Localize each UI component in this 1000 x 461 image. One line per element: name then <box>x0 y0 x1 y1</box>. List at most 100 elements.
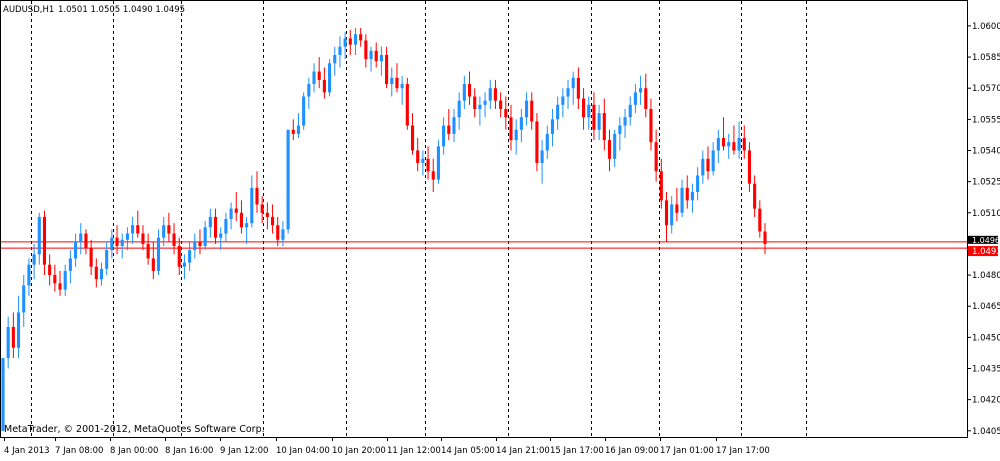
candle <box>504 96 508 130</box>
candle <box>286 129 290 234</box>
candle-body <box>550 119 555 134</box>
candle <box>94 258 98 288</box>
candle <box>338 36 342 68</box>
candle-body <box>473 96 477 109</box>
candle-body <box>42 216 47 265</box>
candle <box>6 316 10 369</box>
candle-body <box>504 108 508 118</box>
candle-body <box>556 104 560 120</box>
candle-body <box>509 117 513 141</box>
x-tick-label: 17 Jan 17:00 <box>716 446 770 456</box>
candle <box>146 233 150 265</box>
bid-price-box <box>968 246 998 257</box>
candle <box>670 196 674 234</box>
candle <box>602 98 606 151</box>
candle-body <box>582 98 586 118</box>
candle-body <box>742 138 746 151</box>
candle-body <box>343 38 347 47</box>
candle <box>302 92 306 130</box>
candle-body <box>587 104 591 118</box>
x-tick-label: 8 Jan 16:00 <box>165 446 213 456</box>
candle <box>452 108 456 143</box>
candle-body <box>426 158 430 172</box>
candle <box>628 96 632 126</box>
candle <box>364 34 368 68</box>
candle-body <box>48 264 52 276</box>
candle-body <box>385 54 389 85</box>
candle <box>696 167 700 201</box>
candle <box>136 210 140 238</box>
candle <box>333 46 337 76</box>
candle-body <box>353 34 358 45</box>
candle-body <box>628 104 632 118</box>
y-tick-label: 1.0555 <box>972 115 1000 125</box>
candle <box>540 140 544 184</box>
candle <box>514 119 518 155</box>
candle <box>255 171 259 213</box>
candle-body <box>763 231 767 244</box>
candle <box>42 210 47 276</box>
candle-body <box>659 171 663 201</box>
candle <box>48 254 52 286</box>
candle-body <box>307 84 311 97</box>
candle <box>260 196 264 224</box>
candle-body <box>530 100 534 122</box>
candle-body <box>120 239 124 246</box>
candle <box>172 223 176 255</box>
candle-body <box>721 138 726 147</box>
candle-body <box>193 241 197 251</box>
candle <box>421 150 425 176</box>
candle-body <box>732 142 736 151</box>
candle-body <box>1 358 5 431</box>
candle-body <box>416 150 420 163</box>
candle <box>322 67 326 99</box>
candle <box>167 212 171 242</box>
x-tick-label: 14 Jan 05:00 <box>441 446 495 456</box>
candle <box>291 119 295 141</box>
candle <box>84 229 88 255</box>
candle <box>296 113 301 139</box>
candle-body <box>63 270 67 290</box>
x-tick-label: 4 Jan 2013 <box>4 446 50 456</box>
candle-body <box>597 113 601 130</box>
candle <box>234 192 238 222</box>
candle <box>493 79 498 109</box>
candle-body <box>390 77 394 85</box>
candle-body <box>312 71 316 85</box>
candle <box>758 200 762 238</box>
candle <box>63 264 67 296</box>
candle <box>727 133 731 159</box>
candle-body <box>467 84 472 97</box>
candle-body <box>281 229 285 240</box>
candle <box>250 175 254 228</box>
candle-body <box>338 46 342 55</box>
candle-body <box>27 264 31 286</box>
candle-body <box>545 133 549 151</box>
candle-body <box>607 140 612 159</box>
candles <box>1 27 767 431</box>
y-tick-label: 1.0585 <box>972 53 1000 63</box>
candle-body <box>265 212 269 217</box>
candle <box>685 175 689 209</box>
y-tick-label: 1.0570 <box>972 84 1000 94</box>
ask-price-box <box>968 235 998 244</box>
candle <box>182 254 186 280</box>
price-labels: 1.0496 1.0493 <box>968 235 1000 257</box>
candle <box>721 117 726 151</box>
candle <box>613 129 617 168</box>
candle-body <box>478 104 482 109</box>
candle-body <box>84 233 88 249</box>
candle-body <box>105 250 109 269</box>
candle <box>245 216 249 244</box>
candle-body <box>229 208 233 219</box>
candle-body <box>400 84 404 89</box>
y-tick-label: 1.0540 <box>972 146 1000 156</box>
candle <box>141 225 145 251</box>
candle-body <box>146 243 150 259</box>
candle <box>379 46 383 76</box>
candle <box>680 179 684 217</box>
candle-body <box>234 208 238 213</box>
candle-body <box>696 175 700 193</box>
